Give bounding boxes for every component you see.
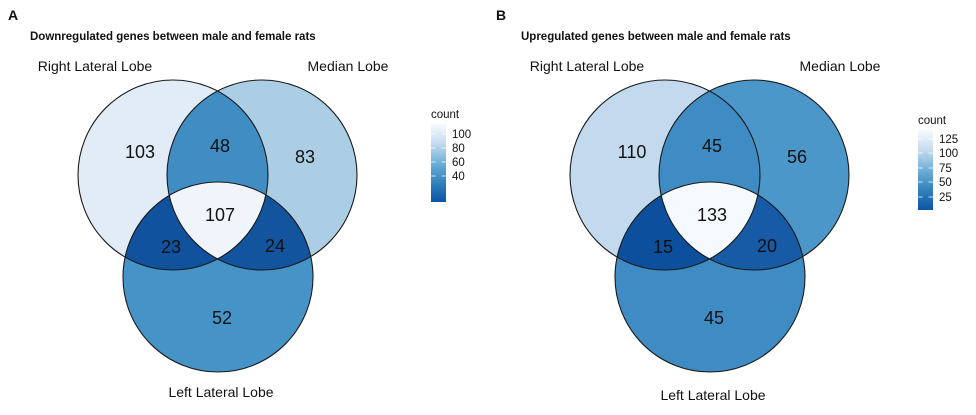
chart-title: Downregulated genes between male and fem… xyxy=(30,31,316,43)
count-right-lateral-only: 103 xyxy=(125,142,155,162)
set-label-left-lateral: Left Lateral Lobe xyxy=(660,387,765,403)
set-label-right-lateral: Right Lateral Lobe xyxy=(530,58,645,74)
count-ml-ll: 24 xyxy=(265,236,285,256)
venn-chart-downregulated: A Downregulated genes between male and f… xyxy=(8,7,471,400)
count-rl-ml: 45 xyxy=(702,136,722,156)
venn-circle-right-lateral xyxy=(77,79,269,271)
count-rl-ml: 48 xyxy=(210,136,230,156)
count-median-only: 56 xyxy=(787,147,807,167)
count-center: 107 xyxy=(205,205,235,225)
legend-tick-1: 125 xyxy=(939,134,958,146)
venn-circle-median xyxy=(166,79,358,271)
chart-title: Upregulated genes between male and femal… xyxy=(521,31,791,43)
panel-letter: B xyxy=(496,7,506,23)
legend-count: count 100 80 60 40 xyxy=(431,109,471,202)
legend-tick-1: 100 xyxy=(452,129,471,141)
panel-a: A Downregulated genes between male and f… xyxy=(0,0,488,410)
venn-circle-right-lateral xyxy=(569,79,761,271)
legend-title: count xyxy=(431,109,460,121)
count-rl-ll: 23 xyxy=(161,237,181,257)
legend-tick-3: 60 xyxy=(452,157,465,169)
count-left-lateral-only: 45 xyxy=(704,308,724,328)
legend-tick-4: 50 xyxy=(939,177,952,189)
legend-title: count xyxy=(918,115,947,127)
venn-circle-left-lateral xyxy=(614,181,806,373)
legend-gradient-bar xyxy=(431,124,446,202)
count-center: 133 xyxy=(697,205,727,225)
set-label-right-lateral: Right Lateral Lobe xyxy=(38,58,153,74)
legend-count: count 125 100 75 50 25 xyxy=(918,115,958,210)
count-left-lateral-only: 52 xyxy=(212,308,232,328)
count-right-lateral-only: 110 xyxy=(618,142,647,162)
panel-letter: A xyxy=(8,7,18,23)
set-label-median: Median Lobe xyxy=(800,58,881,74)
set-label-median: Median Lobe xyxy=(308,58,389,74)
venn-circle-median xyxy=(658,79,850,271)
set-label-left-lateral: Left Lateral Lobe xyxy=(168,384,273,400)
legend-tick-2: 80 xyxy=(452,143,465,155)
legend-gradient-bar xyxy=(918,130,933,210)
count-rl-ll: 15 xyxy=(653,237,673,257)
venn-circle-left-lateral xyxy=(122,181,314,373)
count-median-only: 83 xyxy=(295,147,315,167)
venn-chart-upregulated: B Upregulated genes between male and fem… xyxy=(496,7,958,403)
legend-tick-4: 40 xyxy=(452,171,465,183)
legend-tick-2: 100 xyxy=(939,148,958,160)
panel-b: B Upregulated genes between male and fem… xyxy=(488,0,976,410)
legend-tick-3: 75 xyxy=(939,163,952,175)
count-ml-ll: 20 xyxy=(757,236,777,256)
legend-tick-5: 25 xyxy=(939,192,952,204)
